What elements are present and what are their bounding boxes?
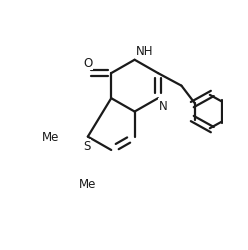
Text: NH: NH <box>135 45 153 58</box>
Text: S: S <box>83 140 91 152</box>
Text: Me: Me <box>42 130 60 143</box>
Text: Me: Me <box>79 177 96 190</box>
Text: N: N <box>159 100 168 112</box>
Text: O: O <box>83 57 93 70</box>
